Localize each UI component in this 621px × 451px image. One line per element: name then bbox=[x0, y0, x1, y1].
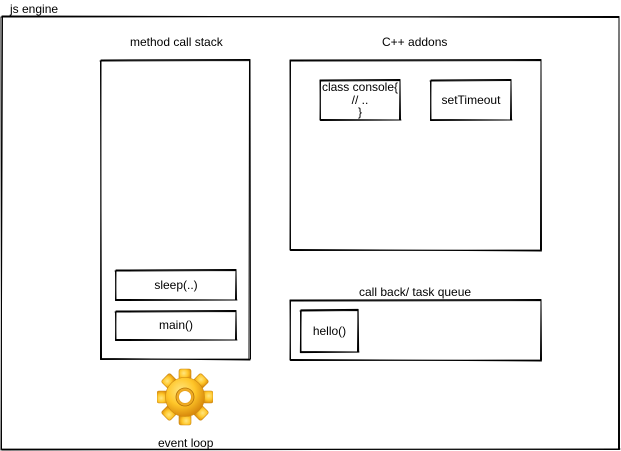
stack-frame-main: main() bbox=[158, 318, 193, 332]
gear-icon bbox=[157, 368, 213, 426]
addon-console-line: class console{ bbox=[321, 80, 399, 95]
stack-frame-sleep: sleep(..) bbox=[154, 277, 198, 292]
addons-title: C++ addons bbox=[382, 35, 448, 49]
event-loop-label: event loop bbox=[158, 436, 214, 450]
js-engine-title: js engine bbox=[10, 2, 59, 16]
addon-settimeout: setTimeout bbox=[441, 92, 501, 107]
addon-console: class console{ // .. } bbox=[320, 80, 400, 120]
addon-console-line: // .. bbox=[351, 92, 369, 107]
call-stack-title: method call stack bbox=[130, 35, 223, 49]
addon-console-line: } bbox=[357, 105, 362, 120]
js-engine-frame bbox=[0, 15, 621, 451]
task-queue-title: call back/ task queue bbox=[359, 285, 472, 299]
queue-item-hello: hello() bbox=[312, 323, 347, 338]
